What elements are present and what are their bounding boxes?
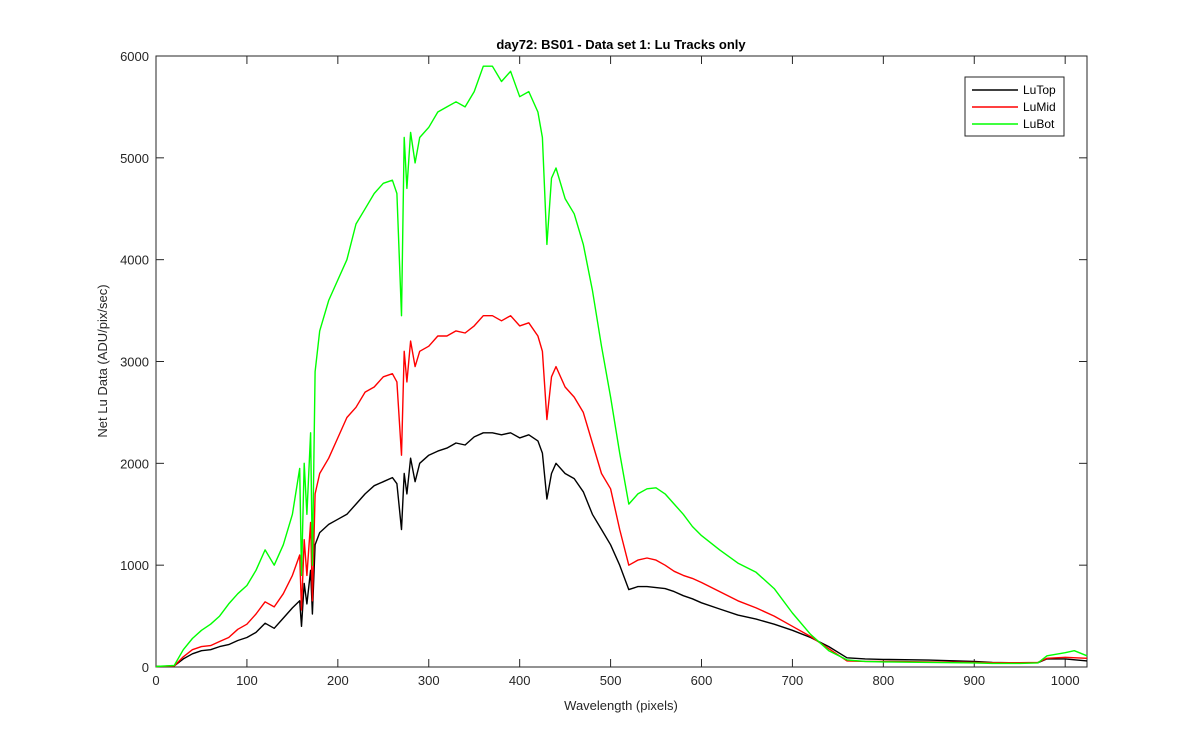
- x-tick-label: 0: [152, 673, 159, 688]
- x-axis-ticks: 0 100 200 300 400 500 600 700 800 900 1000: [152, 56, 1080, 688]
- legend: LuTop LuMid LuBot: [964, 76, 1065, 137]
- x-tick-label: 1000: [1051, 673, 1080, 688]
- y-tick-label: 6000: [120, 49, 149, 64]
- x-tick-label: 600: [691, 673, 713, 688]
- y-tick-label: 4000: [120, 253, 149, 268]
- series-line-lutop: [155, 432, 1088, 668]
- x-tick-label: 400: [509, 673, 531, 688]
- x-tick-label: 200: [327, 673, 349, 688]
- y-tick-label: 1000: [120, 558, 149, 573]
- y-tick-label: 0: [142, 660, 149, 675]
- series-line-lubot: [155, 65, 1088, 668]
- legend-label-lubot: LuBot: [1023, 117, 1055, 131]
- legend-label-lutop: LuTop: [1023, 83, 1056, 97]
- x-tick-label: 100: [236, 673, 258, 688]
- chart-title: day72: BS01 - Data set 1: Lu Tracks only: [496, 37, 746, 52]
- x-tick-label: 500: [600, 673, 622, 688]
- x-tick-label: 800: [872, 673, 894, 688]
- x-tick-label: 700: [782, 673, 804, 688]
- y-tick-label: 3000: [120, 355, 149, 370]
- legend-label-lumid: LuMid: [1023, 100, 1056, 114]
- series-line-lumid: [155, 315, 1088, 668]
- y-axis-ticks: 0 1000 2000 3000 4000 5000 6000: [120, 49, 1087, 675]
- x-tick-label: 900: [963, 673, 985, 688]
- plot-area: [155, 55, 1088, 668]
- y-tick-label: 5000: [120, 151, 149, 166]
- y-tick-label: 2000: [120, 456, 149, 471]
- x-axis-title: Wavelength (pixels): [564, 698, 678, 713]
- x-tick-label: 300: [418, 673, 440, 688]
- series-lines: [155, 65, 1088, 668]
- y-axis-title: Net Lu Data (ADU/pix/sec): [95, 284, 110, 437]
